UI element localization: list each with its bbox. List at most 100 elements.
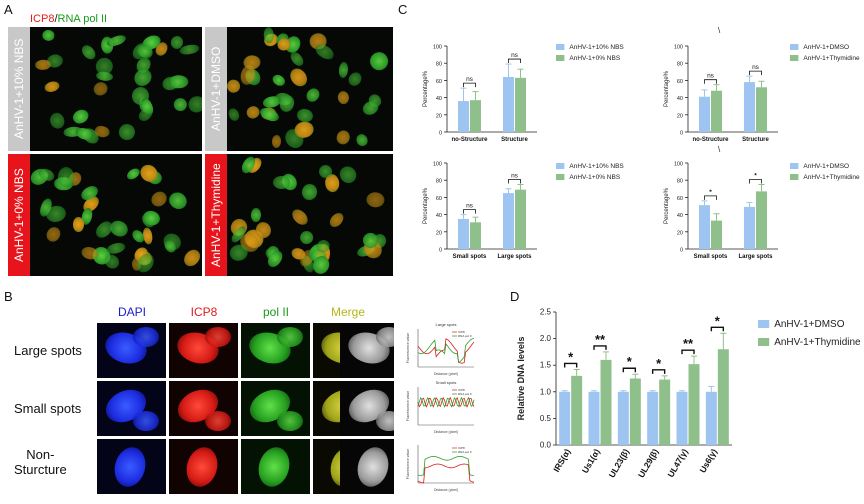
mini-y-label: Fluorescence value: [406, 391, 410, 421]
cell-nucleus: [277, 327, 303, 347]
significance-bracket: [749, 179, 762, 184]
y-tick-label: 40: [677, 213, 683, 219]
y-tick-label: 60: [677, 79, 683, 85]
y-tick-label: 80: [677, 62, 683, 68]
micrograph-b: [241, 381, 310, 436]
y-tick-label: 2.0: [540, 334, 552, 343]
significance-label: *: [656, 356, 662, 371]
x-tick-label: no-Structure: [452, 137, 489, 143]
mini-profile-line: [417, 338, 475, 364]
significance-label: ns: [466, 203, 474, 210]
significance-label: ns: [511, 52, 519, 59]
legend-label: AnHV-1+Thymidine: [803, 55, 860, 62]
x-tick-label: IRS(α): [551, 447, 572, 474]
significance-bracket: [749, 70, 762, 76]
rna-pol-title: RNA pol II: [57, 13, 108, 25]
mini-legend-label: ICP8: [458, 388, 465, 392]
significance-bracket: [704, 79, 717, 84]
panel-b-header-icp8: ICP8: [190, 305, 218, 319]
y-tick-label: 2.5: [540, 308, 552, 317]
bar: [717, 349, 729, 445]
micrograph-b: [169, 439, 238, 494]
x-tick-label: Large spots: [497, 254, 532, 260]
bar: [503, 76, 514, 132]
x-tick-label: UL47(γ): [665, 447, 689, 479]
legend-swatch: [556, 55, 565, 61]
significance-bracket: [508, 179, 521, 184]
bar: [617, 391, 629, 445]
micrograph-a-3: [8, 154, 202, 276]
y-tick-label: 0.0: [540, 441, 552, 450]
y-tick-label: 20: [436, 230, 442, 236]
micrograph-b: [97, 381, 166, 436]
mini-profile-line: [417, 396, 475, 408]
panel-a-letter: A: [4, 2, 13, 17]
legend-label: AnHV-1+DMSO: [774, 319, 845, 330]
significance-label: *: [709, 189, 712, 196]
bar: [571, 375, 583, 445]
panel-b-row-label: Non- Sturcture: [14, 447, 67, 477]
bar: [559, 391, 571, 445]
significance-bracket: [508, 58, 521, 64]
mini-profile-line: [417, 396, 475, 408]
x-tick-label: UL23(β): [607, 447, 632, 480]
y-tick-label: 100: [674, 45, 683, 51]
bar: [711, 90, 722, 132]
y-axis-label: Percentage%: [423, 70, 429, 107]
legend-label: AnHV-1+10% NBS: [569, 163, 624, 170]
y-tick-label: 60: [436, 79, 442, 85]
legend-label: AnHV-1+Thymidine: [803, 174, 860, 181]
significance-bracket: [681, 349, 695, 355]
panel-b-letter: B: [4, 289, 13, 304]
significance-bracket: [463, 82, 476, 88]
micrograph-b: [97, 439, 166, 494]
bar: [515, 189, 526, 249]
significance-label: **: [683, 336, 694, 351]
legend-label: AnHV-1+0% NBS: [569, 55, 620, 62]
bar: [458, 218, 469, 249]
mini-y-label: Fluorescence value: [406, 449, 410, 479]
cell-nucleus: [376, 411, 394, 431]
bar: [744, 82, 755, 132]
y-axis-label: Percentage%: [423, 187, 429, 224]
micrograph-b: [169, 323, 238, 378]
x-tick-label: Us1(α): [580, 447, 602, 475]
panel-b-row-label: Large spots: [14, 343, 82, 358]
bar: [756, 87, 767, 132]
panel-c-letter: C: [398, 2, 408, 17]
micrograph-b: [241, 439, 310, 494]
mini-profile-line: [417, 338, 475, 364]
significance-bracket: [704, 195, 717, 200]
x-tick-label: Us6(γ): [697, 447, 719, 475]
micrograph-a-1: [8, 27, 202, 151]
mini-legend-label: RNA pol II: [458, 334, 472, 338]
bar: [744, 206, 755, 249]
y-tick-label: 80: [677, 179, 683, 185]
micrograph-b: [340, 381, 394, 436]
significance-label: ns: [511, 173, 519, 180]
bar: [470, 100, 481, 132]
significance-bracket: [593, 345, 607, 350]
y-tick-label: 0: [680, 248, 683, 254]
cell-nucleus: [376, 327, 394, 347]
x-tick-label: Small spots: [694, 254, 728, 260]
cell-nucleus: [205, 411, 231, 431]
y-tick-label: 40: [436, 213, 442, 219]
x-tick-label: Small spots: [453, 254, 487, 260]
title-separator: /: [54, 13, 58, 25]
panel-d-letter: D: [510, 289, 520, 304]
panel-b-header-pol-ii: pol II: [262, 305, 289, 319]
bar: [647, 391, 659, 445]
significance-label: *: [568, 349, 574, 364]
micrograph-b: [97, 323, 166, 378]
legend-label: AnHV-1+DMSO: [803, 163, 849, 170]
micrograph-b: [340, 323, 394, 378]
significance-label: *: [627, 354, 633, 369]
x-tick-label: Large spots: [738, 254, 773, 260]
significance-label: ns: [707, 73, 715, 80]
y-axis-label: Percentage%: [664, 70, 670, 107]
y-tick-label: 100: [433, 45, 442, 51]
legend-swatch: [790, 174, 799, 180]
bar: [699, 96, 710, 132]
panel-b-header-merge: Merge: [330, 305, 365, 319]
